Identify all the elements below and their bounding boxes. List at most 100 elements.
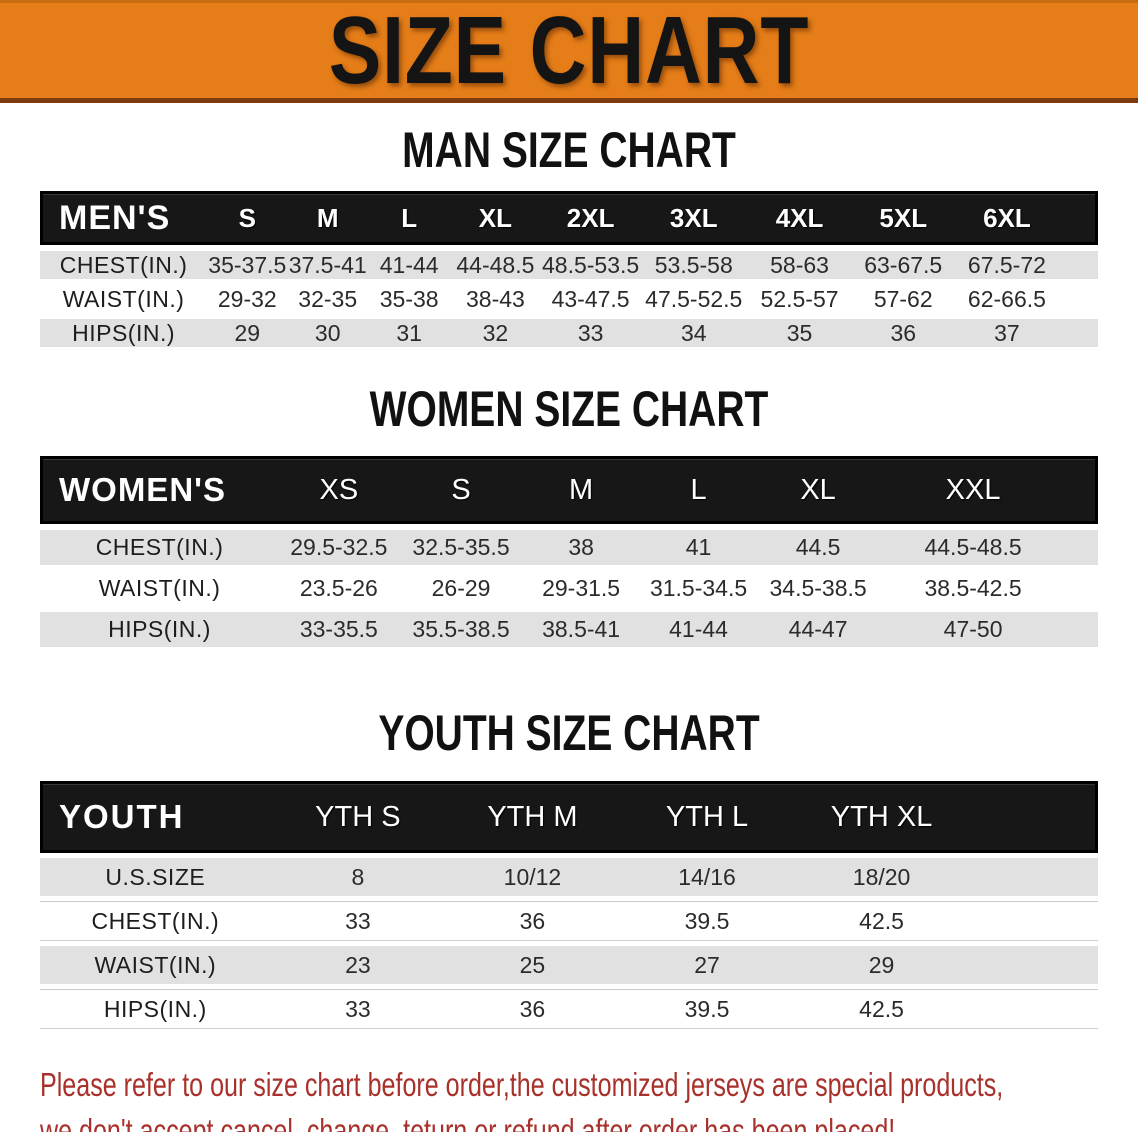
size-column-header: XXL xyxy=(877,456,1069,524)
value-cell: 36 xyxy=(445,989,620,1029)
measurement-row: WAIST(IN.) 29-32 32-35 35-38 38-43 43-47.5 47.… xyxy=(40,285,1098,313)
row-spacer-cell xyxy=(1068,530,1098,565)
value-cell: 47.5-52.5 xyxy=(640,285,747,313)
value-cell: 52.5-57 xyxy=(746,285,853,313)
value-cell: 44-48.5 xyxy=(450,251,541,279)
value-cell: 44.5-48.5 xyxy=(877,530,1069,565)
value-cell: 32-35 xyxy=(287,285,368,313)
value-cell: 26-29 xyxy=(398,571,524,606)
value-cell: 41 xyxy=(638,530,759,565)
value-cell: 23.5-26 xyxy=(279,571,399,606)
size-column-header: 4XL xyxy=(746,191,853,245)
value-cell: 42.5 xyxy=(794,989,969,1029)
men-size-table: MEN'S S M L XL 2XL 3XL 4XL 5XL 6XL CHEST(IN.) 35-37… xyxy=(40,185,1098,353)
header-spacer-cell xyxy=(1068,456,1098,524)
size-column-header: XL xyxy=(758,456,878,524)
value-cell: 57-62 xyxy=(852,285,955,313)
value-cell: 35-37.5 xyxy=(207,251,288,279)
women-section-heading: WOMEN SIZE CHART xyxy=(369,381,769,437)
value-cell: 43-47.5 xyxy=(540,285,641,313)
value-cell: 39.5 xyxy=(619,901,795,941)
header-spacer-cell xyxy=(968,781,1098,853)
value-cell: 39.5 xyxy=(619,989,795,1029)
value-cell: 8 xyxy=(270,858,446,896)
men-section-heading: MAN SIZE CHART xyxy=(402,122,736,178)
value-cell: 29.5-32.5 xyxy=(279,530,399,565)
size-column-header: 6XL xyxy=(954,191,1060,245)
value-cell: 48.5-53.5 xyxy=(540,251,641,279)
value-cell: 25 xyxy=(445,946,620,984)
value-cell: 10/12 xyxy=(445,858,620,896)
size-column-header: S xyxy=(207,191,288,245)
row-label: CHEST(IN.) xyxy=(40,901,271,941)
value-cell: 67.5-72 xyxy=(954,251,1060,279)
header-row: YOUTH YTH S YTH M YTH L YTH XL xyxy=(40,781,1098,853)
header-spacer-cell xyxy=(1059,191,1098,245)
row-spacer-cell xyxy=(968,858,1098,896)
value-cell: 44-47 xyxy=(758,612,878,647)
row-label: WAIST(IN.) xyxy=(40,285,208,313)
size-column-header: 2XL xyxy=(540,191,641,245)
value-cell: 29-31.5 xyxy=(523,571,639,606)
header-row: WOMEN'S XS S M L XL XXL xyxy=(40,456,1098,524)
measurement-row: WAIST(IN.) 23.5-26 26-29 29-31.5 31.5-34.5 34… xyxy=(40,571,1098,606)
row-label: WAIST(IN.) xyxy=(40,946,271,984)
value-cell: 44.5 xyxy=(758,530,878,565)
value-cell: 41-44 xyxy=(367,251,451,279)
women-size-table: WOMEN'S XS S M L XL XXL CHEST(IN.) 29.5-32.5 32.5… xyxy=(40,450,1098,653)
row-label: CHEST(IN.) xyxy=(40,530,280,565)
row-label: U.S.SIZE xyxy=(40,858,271,896)
youth-size-table: YOUTH YTH S YTH M YTH L YTH XL U.S.SIZE 8 10/12… xyxy=(40,776,1098,1034)
row-spacer-cell xyxy=(1059,319,1098,347)
size-column-header: YTH XL xyxy=(794,781,969,853)
measurement-row: CHEST(IN.) 33 36 39.5 42.5 xyxy=(40,901,1098,941)
order-note: Please refer to our size chart before or… xyxy=(40,1062,1138,1132)
row-label: HIPS(IN.) xyxy=(40,612,280,647)
size-column-header: XS xyxy=(279,456,399,524)
page-title: SIZE CHART xyxy=(328,0,810,104)
value-cell: 14/16 xyxy=(619,858,795,896)
value-cell: 34.5-38.5 xyxy=(758,571,878,606)
size-column-header: YTH L xyxy=(619,781,795,853)
size-column-header: YTH S xyxy=(270,781,446,853)
measurement-row: U.S.SIZE 8 10/12 14/16 18/20 xyxy=(40,858,1098,896)
row-label: HIPS(IN.) xyxy=(40,989,271,1029)
row-label: CHEST(IN.) xyxy=(40,251,208,279)
size-column-header: L xyxy=(367,191,451,245)
value-cell: 63-67.5 xyxy=(852,251,955,279)
value-cell: 35-38 xyxy=(367,285,451,313)
value-cell: 33 xyxy=(540,319,641,347)
value-cell: 35.5-38.5 xyxy=(398,612,524,647)
value-cell: 36 xyxy=(445,901,620,941)
value-cell: 47-50 xyxy=(877,612,1069,647)
value-cell: 33 xyxy=(270,989,446,1029)
value-cell: 36 xyxy=(852,319,955,347)
value-cell: 31.5-34.5 xyxy=(638,571,759,606)
size-column-header: XL xyxy=(450,191,541,245)
row-spacer-cell xyxy=(1059,285,1098,313)
value-cell: 38-43 xyxy=(450,285,541,313)
measurement-row: WAIST(IN.) 23 25 27 29 xyxy=(40,946,1098,984)
row-label: WAIST(IN.) xyxy=(40,571,280,606)
table-group-label: YOUTH xyxy=(40,781,271,853)
row-label: HIPS(IN.) xyxy=(40,319,208,347)
size-column-header: 5XL xyxy=(852,191,955,245)
value-cell: 23 xyxy=(270,946,446,984)
size-column-header: 3XL xyxy=(640,191,747,245)
value-cell: 62-66.5 xyxy=(954,285,1060,313)
value-cell: 29 xyxy=(207,319,288,347)
value-cell: 37 xyxy=(954,319,1060,347)
measurement-row: CHEST(IN.) 29.5-32.5 32.5-35.5 38 41 44.5 44.5… xyxy=(40,530,1098,565)
value-cell: 58-63 xyxy=(746,251,853,279)
table-group-label: MEN'S xyxy=(40,191,208,245)
value-cell: 30 xyxy=(287,319,368,347)
table-group-label: WOMEN'S xyxy=(40,456,280,524)
note-line-1: Please refer to our size chart before or… xyxy=(40,1066,1004,1103)
size-column-header: M xyxy=(287,191,368,245)
value-cell: 31 xyxy=(367,319,451,347)
measurement-row: CHEST(IN.) 35-37.5 37.5-41 41-44 44-48.5 48.5… xyxy=(40,251,1098,279)
size-column-header: M xyxy=(523,456,639,524)
header-row: MEN'S S M L XL 2XL 3XL 4XL 5XL 6XL xyxy=(40,191,1098,245)
row-spacer-cell xyxy=(1059,251,1098,279)
